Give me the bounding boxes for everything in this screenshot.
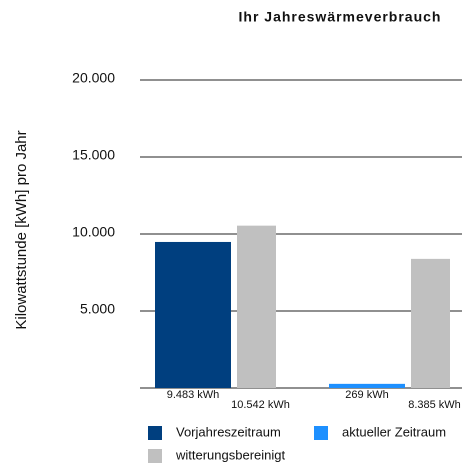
legend-swatch (148, 449, 162, 463)
value-label: 9.483 kWh (167, 389, 220, 401)
y-tick-label: 10.000 (72, 224, 115, 240)
legend-label: Vorjahreszeitraum (176, 424, 281, 439)
value-label: 8.385 kWh (408, 399, 461, 411)
legend-label: witterungsbereinigt (175, 447, 286, 462)
y-tick-label: 5.000 (80, 301, 115, 317)
bar (411, 258, 450, 388)
value-label: 10.542 kWh (231, 399, 290, 411)
y-axis-label: Kilowattstunde [kWh] pro Jahr (13, 130, 30, 329)
legend-label: aktueller Zeitraum (342, 424, 446, 439)
bar (237, 225, 276, 388)
legend-swatch (314, 426, 328, 440)
legend-swatch (148, 426, 162, 440)
y-tick-label: 15.000 (72, 147, 115, 163)
bar (155, 241, 231, 388)
value-label: 269 kWh (345, 389, 388, 401)
chart-title: Ihr Jahreswärmeverbrauch (239, 9, 442, 25)
y-tick-label: 20.000 (72, 70, 115, 86)
bar (329, 383, 405, 388)
